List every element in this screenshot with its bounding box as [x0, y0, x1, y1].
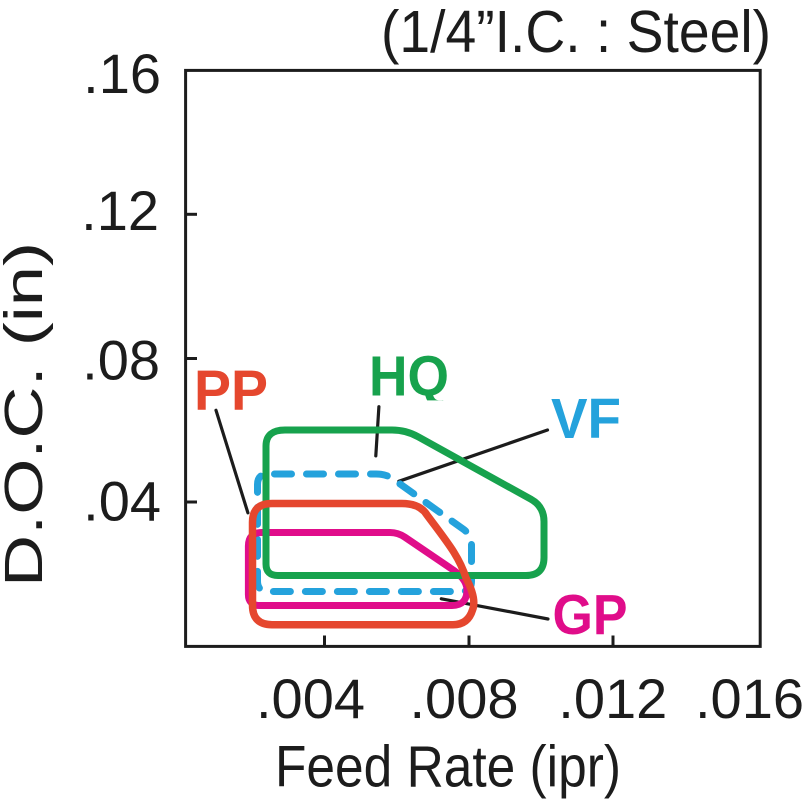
svg-text:.012: .012: [558, 667, 667, 730]
svg-text:D.O.C. (in): D.O.C. (in): [0, 242, 54, 587]
svg-text:.008: .008: [410, 667, 519, 730]
svg-text:PP: PP: [194, 359, 268, 423]
svg-text:VF: VF: [551, 387, 621, 451]
svg-text:.12: .12: [81, 179, 159, 242]
svg-text:.04: .04: [83, 470, 161, 533]
svg-text:.004: .004: [256, 667, 365, 730]
svg-text:.16: .16: [83, 42, 161, 105]
svg-text:Feed Rate (ipr): Feed Rate (ipr): [275, 735, 621, 800]
svg-text:(1/4”I.C. : Steel): (1/4”I.C. : Steel): [381, 0, 771, 65]
svg-text:GP: GP: [553, 583, 628, 647]
svg-text:HQ: HQ: [369, 344, 449, 408]
svg-text:.08: .08: [82, 329, 160, 392]
svg-text:.016: .016: [695, 667, 804, 730]
